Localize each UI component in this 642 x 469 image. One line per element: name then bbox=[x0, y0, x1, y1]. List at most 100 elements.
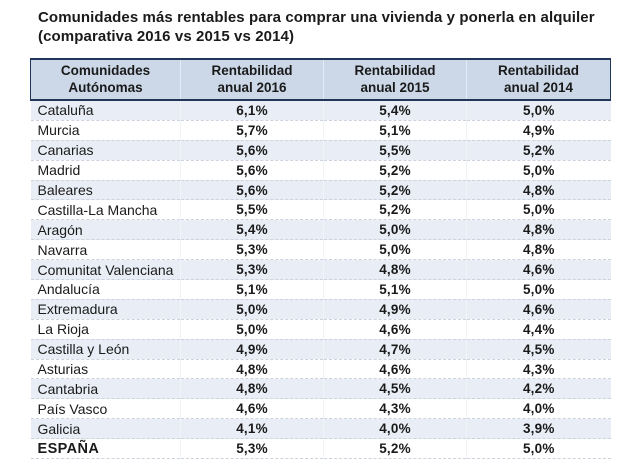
value-2015-cell: 5,2% bbox=[323, 160, 467, 181]
value-2014-cell: 3,9% bbox=[466, 418, 611, 440]
table-row: Comunitat Valenciana 5,3% 4,8% 4,6% bbox=[30, 259, 611, 281]
header-row: Comunidades Autónomas Rentabilidad anual… bbox=[30, 58, 611, 101]
header-line: anual 2015 bbox=[360, 80, 430, 95]
table-row: Cataluña 6,1% 5,4% 5,0% bbox=[30, 100, 611, 121]
chart-title-line1: Comunidades más rentables para comprar u… bbox=[38, 9, 595, 26]
value-2015-cell: 5,2% bbox=[323, 438, 467, 460]
region-name-cell: Aragón bbox=[30, 219, 181, 241]
value-2016-cell: 5,6% bbox=[180, 160, 324, 181]
value-2014-cell: 4,9% bbox=[466, 120, 611, 141]
value-2014-cell: 4,4% bbox=[466, 319, 611, 340]
header-rentabilidad-2015: Rentabilidad anual 2015 bbox=[323, 58, 467, 101]
table-row: Castilla y León 4,9% 4,7% 4,5% bbox=[30, 339, 611, 360]
value-2016-cell: 6,1% bbox=[180, 100, 324, 121]
value-2015-cell: 4,7% bbox=[323, 339, 467, 360]
value-2016-cell: 5,4% bbox=[180, 219, 324, 241]
header-line: Rentabilidad bbox=[211, 63, 293, 78]
region-name-cell: Navarra bbox=[30, 239, 181, 261]
value-2015-cell: 4,6% bbox=[323, 319, 467, 340]
value-2016-cell: 5,3% bbox=[180, 438, 324, 460]
region-name-cell: La Rioja bbox=[30, 319, 181, 340]
value-2015-cell: 4,8% bbox=[323, 259, 467, 281]
value-2014-cell: 4,8% bbox=[466, 180, 611, 201]
region-name-cell: Castilla y León bbox=[30, 339, 181, 360]
value-2014-cell: 5,0% bbox=[466, 438, 611, 460]
table-row: Baleares 5,6% 5,2% 4,8% bbox=[30, 180, 611, 201]
value-2015-cell: 5,2% bbox=[323, 180, 467, 201]
value-2016-cell: 5,0% bbox=[180, 319, 324, 340]
value-2016-cell: 5,7% bbox=[180, 120, 324, 141]
table-row: Navarra 5,3% 5,0% 4,8% bbox=[30, 239, 611, 261]
value-2014-cell: 5,0% bbox=[466, 199, 611, 221]
header-comunidades: Comunidades Autónomas bbox=[30, 58, 181, 101]
region-name-cell: Baleares bbox=[30, 180, 181, 201]
value-2014-cell: 4,8% bbox=[466, 239, 611, 261]
value-2015-cell: 5,4% bbox=[323, 100, 467, 121]
value-2014-cell: 5,0% bbox=[466, 160, 611, 181]
region-name-cell: Asturias bbox=[30, 359, 181, 380]
rentability-table: Comunidades Autónomas Rentabilidad anual… bbox=[30, 58, 611, 460]
table-row: Cantabria 4,8% 4,5% 4,2% bbox=[30, 378, 611, 400]
region-name-cell: Canarias bbox=[30, 140, 181, 161]
value-2015-cell: 4,0% bbox=[323, 418, 467, 440]
value-2016-cell: 5,3% bbox=[180, 239, 324, 261]
region-name-cell: Andalucía bbox=[30, 279, 181, 300]
value-2015-cell: 5,5% bbox=[323, 140, 467, 161]
table-row: Madrid 5,6% 5,2% 5,0% bbox=[30, 160, 611, 181]
region-name-cell: Galicia bbox=[30, 418, 181, 440]
value-2015-cell: 5,0% bbox=[323, 219, 467, 241]
value-2015-cell: 4,9% bbox=[323, 299, 467, 320]
value-2015-cell: 5,1% bbox=[323, 120, 467, 141]
value-2014-cell: 4,5% bbox=[466, 339, 611, 360]
value-2016-cell: 4,8% bbox=[180, 378, 324, 400]
value-2015-cell: 5,0% bbox=[323, 239, 467, 261]
table-row: País Vasco 4,6% 4,3% 4,0% bbox=[30, 398, 611, 420]
table-row: ESPAÑA 5,3% 5,2% 5,0% bbox=[30, 438, 611, 460]
region-name-cell: Extremadura bbox=[30, 299, 181, 320]
region-name-cell: Comunitat Valenciana bbox=[30, 259, 181, 281]
value-2016-cell: 4,9% bbox=[180, 339, 324, 360]
header-line: Rentabilidad bbox=[497, 63, 579, 78]
region-name-cell: Cataluña bbox=[30, 100, 181, 121]
header-line: Rentabilidad bbox=[354, 63, 436, 78]
value-2014-cell: 5,0% bbox=[466, 100, 611, 121]
header-rentabilidad-2014: Rentabilidad anual 2014 bbox=[466, 58, 611, 101]
value-2016-cell: 4,8% bbox=[180, 359, 324, 380]
value-2014-cell: 4,8% bbox=[466, 219, 611, 241]
table-row: Aragón 5,4% 5,0% 4,8% bbox=[30, 219, 611, 241]
value-2016-cell: 5,5% bbox=[180, 199, 324, 221]
value-2016-cell: 5,6% bbox=[180, 180, 324, 201]
value-2016-cell: 5,6% bbox=[180, 140, 324, 161]
header-rentabilidad-2016: Rentabilidad anual 2016 bbox=[180, 58, 324, 101]
header-line: Autónomas bbox=[68, 80, 143, 95]
value-2015-cell: 4,6% bbox=[323, 359, 467, 380]
value-2016-cell: 5,3% bbox=[180, 259, 324, 281]
header-line: Comunidades bbox=[60, 63, 151, 78]
value-2016-cell: 4,1% bbox=[180, 418, 324, 440]
value-2016-cell: 5,1% bbox=[180, 279, 324, 300]
value-2014-cell: 4,3% bbox=[466, 359, 611, 380]
table-row: Murcia 5,7% 5,1% 4,9% bbox=[30, 120, 611, 141]
value-2015-cell: 4,5% bbox=[323, 378, 467, 400]
table-row: Canarias 5,6% 5,5% 5,2% bbox=[30, 140, 611, 161]
region-name-cell: Castilla-La Mancha bbox=[30, 199, 181, 221]
value-2015-cell: 5,1% bbox=[323, 279, 467, 300]
table-row: Andalucía 5,1% 5,1% 5,0% bbox=[30, 279, 611, 300]
value-2016-cell: 4,6% bbox=[180, 398, 324, 420]
value-2014-cell: 4,0% bbox=[466, 398, 611, 420]
value-2014-cell: 4,2% bbox=[466, 378, 611, 400]
value-2014-cell: 5,2% bbox=[466, 140, 611, 161]
value-2015-cell: 5,2% bbox=[323, 199, 467, 221]
value-2016-cell: 5,0% bbox=[180, 299, 324, 320]
region-name-cell: Murcia bbox=[30, 120, 181, 141]
region-name-cell: Madrid bbox=[30, 160, 181, 181]
region-name-cell: País Vasco bbox=[30, 398, 181, 420]
chart-title-line2: (comparativa 2016 vs 2015 vs 2014) bbox=[38, 28, 295, 45]
chart-title: Comunidades más rentables para comprar u… bbox=[38, 8, 626, 46]
table-row: Galicia 4,1% 4,0% 3,9% bbox=[30, 418, 611, 440]
table-row: Extremadura 5,0% 4,9% 4,6% bbox=[30, 299, 611, 320]
value-2014-cell: 5,0% bbox=[466, 279, 611, 300]
table-row: Asturias 4,8% 4,6% 4,3% bbox=[30, 359, 611, 380]
value-2015-cell: 4,3% bbox=[323, 398, 467, 420]
